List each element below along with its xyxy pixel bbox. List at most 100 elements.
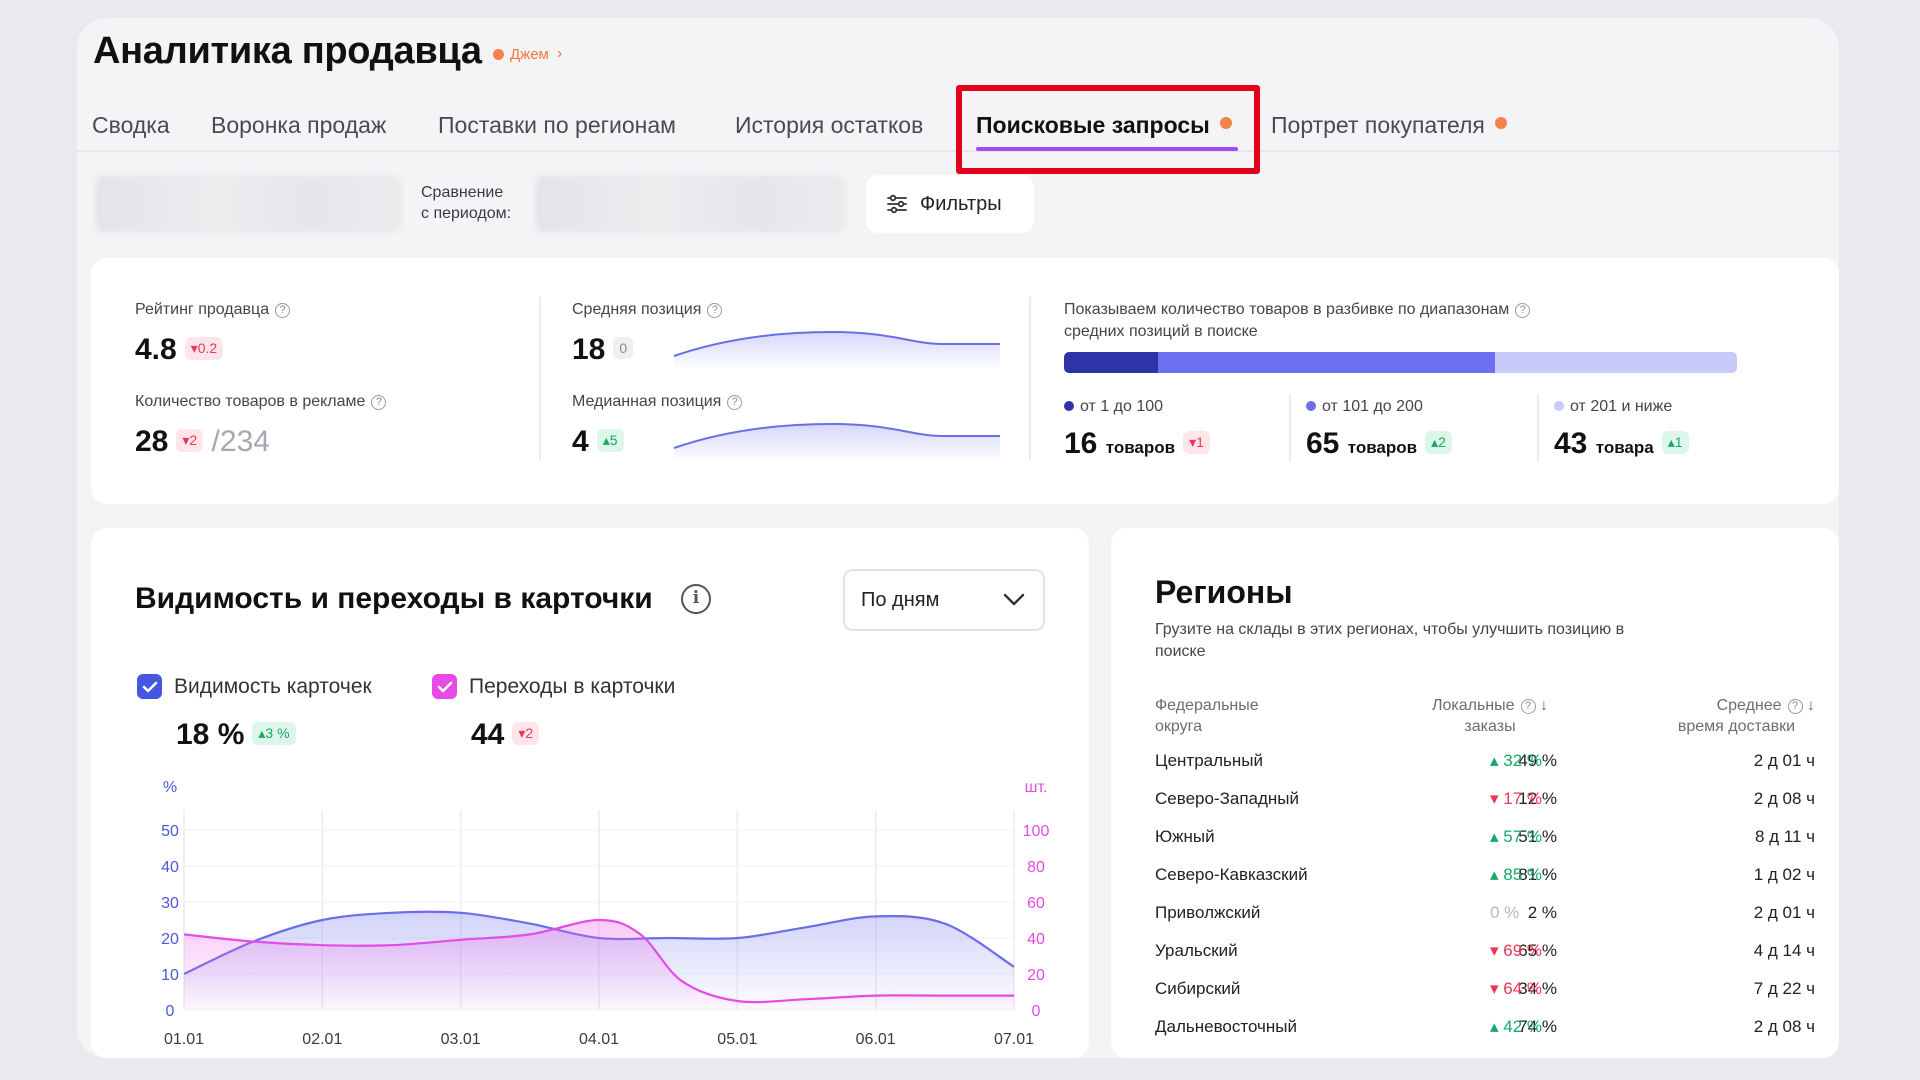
range-segment-1 [1064,352,1159,373]
region-delivery-time: 2 д 01 ч [1753,751,1815,770]
seller-rating-label: Рейтинг продавца? [135,301,291,319]
x-tick-label: 02.01 [302,1031,342,1048]
checkbox-checked-icon[interactable] [432,674,457,699]
table-row: Уральский 65 % ▾ 69 % 4 д 14 ч [1155,941,1815,979]
ranges-caption-line2: средних позиций в поиске [1064,323,1258,340]
region-name: Центральный [1155,751,1263,770]
col-delivery-header[interactable]: Среднее? ↓ время доставки [1610,695,1815,737]
range-1-unit: товаров [1105,438,1176,457]
table-row: Дальневосточный 74 % ▴ 42 % 2 д 08 ч [1155,1017,1815,1055]
legend-visibility[interactable]: Видимость карточек [137,674,372,699]
help-icon[interactable]: ? [1787,699,1803,714]
help-icon[interactable]: ? [275,303,291,318]
avg-position-number: 18 [572,333,606,366]
table-row: Северо-Кавказский 81 % ▴ 85 % 1 д 02 ч [1155,865,1815,903]
range-2-number: 65 [1306,427,1340,460]
region-orders-change: ▾ 69 % [1490,941,1543,960]
legend-clicks[interactable]: Переходы в карточки [432,674,675,699]
table-row: Сибирский 34 % ▾ 64 % 7 д 22 ч [1155,979,1815,1017]
help-icon[interactable]: ? [727,395,743,410]
region-local-orders: 65 % [1518,941,1557,960]
region-delivery-time: 8 д 11 ч [1754,827,1815,846]
x-tick-label: 03.01 [441,1031,481,1048]
period-select[interactable]: По дням [843,569,1045,631]
right-axis-unit: шт. [1025,779,1048,796]
avg-position-delta: 0 [613,337,634,360]
left-tick-label: 20 [161,931,179,948]
range-3-delta: ▴1 [1661,430,1689,454]
tab-sales-funnel[interactable]: Воронка продаж [211,112,387,138]
col-orders-line2: заказы [1464,718,1516,735]
region-name: Приволжский [1155,903,1261,922]
clicks-line [183,918,1014,1004]
right-tick-label: 60 [1027,895,1045,912]
sort-arrow-icon[interactable]: ↓ [1807,697,1815,714]
table-row: Северо-Западный 12 % ▾ 17 % 2 д 08 ч [1155,789,1815,827]
x-tick-label: 06.01 [856,1031,896,1048]
tab-stock-history[interactable]: История остатков [735,112,924,138]
ad-products-delta-value: 2 [189,431,198,448]
tab-search-queries[interactable]: Поисковые запросы [976,112,1232,139]
right-tick-label: 0 [1032,1003,1041,1020]
clicks-number: 44 [471,718,505,751]
left-tick-label: 10 [161,967,179,984]
visibility-chart: % шт. 0 10 20 30 40 50 0 20 40 60 80 100 01.01 02.01 03.… [161,779,1049,1048]
table-row: Центральный 49 % ▴ 32 % 2 д 01 ч [1155,751,1815,789]
tab-summary[interactable]: Сводка [92,112,170,138]
chevron-down-icon [1003,593,1025,606]
divider [539,297,541,460]
left-tick-label: 30 [161,895,179,912]
divider [1289,394,1291,462]
date-range-field[interactable] [95,175,403,233]
region-local-orders: 81 % [1518,865,1557,884]
filters-button[interactable]: Фильтры [866,175,1034,233]
active-tab-indicator [976,147,1238,151]
ad-products-label: Количество товаров в рекламе? [135,393,387,411]
plan-dot-icon [493,48,504,60]
range-1-label-text: от 1 до 100 [1080,398,1164,415]
visibility-title: Видимость и переходы в карточки [135,582,653,615]
avg-position-sparkline [673,330,1000,370]
help-icon[interactable]: ? [371,395,387,410]
legend-clicks-label: Переходы в карточки [469,674,676,698]
sort-arrow-icon[interactable]: ↓ [1540,697,1548,714]
period-select-value: По дням [861,589,940,611]
compare-period-field[interactable] [535,175,847,233]
col-district-line2: округа [1155,718,1202,735]
region-delivery-time: 1 д 02 ч [1753,865,1815,884]
range-1-value: 16 товаров ▾1 [1064,427,1210,461]
help-icon[interactable]: ? [1515,303,1531,318]
col-orders-header[interactable]: Локальные? ↓ заказы [1415,695,1565,737]
range-2-value: 65 товаров ▴2 [1306,427,1452,461]
tab-regional-supplies[interactable]: Поставки по регионам [438,112,676,138]
compare-label-line1: Сравнение [421,184,504,201]
region-local-orders: 12 % [1518,789,1557,808]
ad-products-total: /234 [211,425,270,458]
filters-label: Фильтры [920,192,1002,215]
regions-title: Регионы [1155,574,1293,610]
median-position-number: 4 [572,425,589,458]
range-dot-icon [1554,401,1564,411]
range-3-delta-value: 1 [1674,433,1683,450]
range-2-unit: товаров [1347,438,1418,457]
info-icon[interactable]: i [681,584,711,614]
left-axis-unit: % [163,779,177,796]
checkbox-checked-icon[interactable] [137,674,162,699]
range-3-unit: товара [1595,438,1654,457]
plan-badge[interactable]: Джем › [493,45,562,63]
region-delivery-time: 2 д 08 ч [1753,789,1815,808]
region-orders-change: ▾ 64 % [1490,979,1543,998]
col-delivery-line2: время доставки [1677,718,1795,735]
help-icon[interactable]: ? [1520,699,1536,714]
region-orders-change: ▾ 17 % [1490,789,1543,808]
clicks-delta-value: 2 [525,724,534,741]
regions-subtitle: Грузите на склады в этих регионах, чтобы… [1155,621,1625,660]
median-position-label-text: Медианная позиция [572,393,722,410]
help-icon[interactable]: ? [707,303,723,318]
seller-rating-label-text: Рейтинг продавца [135,301,270,318]
region-delivery-time: 2 д 08 ч [1753,1017,1815,1036]
ranges-caption-line1: Показываем количество товаров в разбивке… [1064,301,1510,318]
left-tick-label: 50 [161,823,179,840]
region-name: Дальневосточный [1155,1017,1298,1036]
tab-buyer-portrait[interactable]: Портрет покупателя [1271,112,1507,139]
